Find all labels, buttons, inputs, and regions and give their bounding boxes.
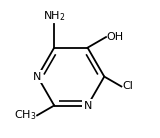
Text: N: N (83, 100, 92, 111)
Text: Cl: Cl (122, 81, 133, 91)
Text: OH: OH (107, 32, 124, 42)
Text: NH$_2$: NH$_2$ (43, 10, 65, 23)
Text: CH$_3$: CH$_3$ (14, 108, 36, 122)
Text: N: N (33, 72, 42, 82)
